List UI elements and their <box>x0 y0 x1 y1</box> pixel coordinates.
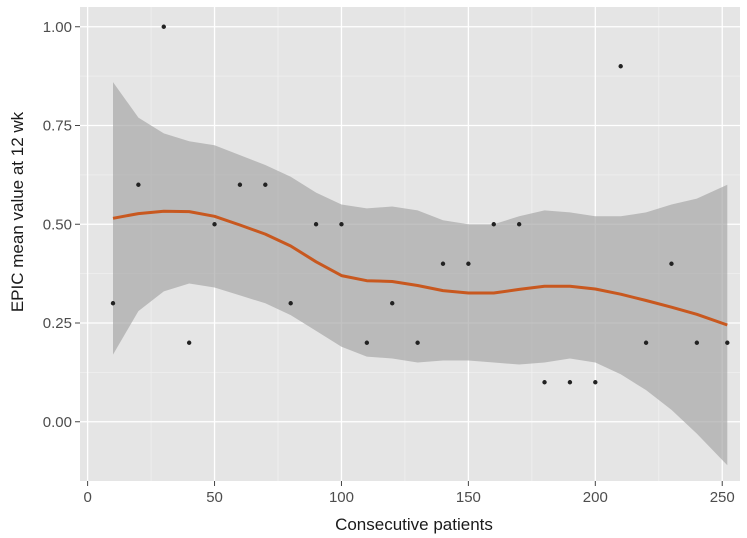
data-point <box>542 380 547 385</box>
data-point <box>567 380 573 385</box>
x-tick-label: 250 <box>710 489 735 506</box>
data-point <box>110 301 116 306</box>
x-axis-title: Consecutive patients <box>335 515 493 534</box>
data-point <box>288 301 293 306</box>
data-point <box>516 222 522 227</box>
smooth-trend-line <box>112 209 728 327</box>
y-axis-ticks: 0.00 0.25 0.50 0.75 1.00 <box>43 19 80 431</box>
x-tick-label: 50 <box>206 489 223 506</box>
data-point <box>491 222 496 227</box>
data-point <box>466 261 471 266</box>
y-tick-label: 0.50 <box>43 216 72 233</box>
y-tick-label: 0.00 <box>43 414 72 431</box>
y-tick-label: 1.00 <box>43 19 72 36</box>
data-point <box>618 64 623 69</box>
data-point <box>415 340 420 345</box>
data-point <box>263 182 268 187</box>
data-point <box>339 222 344 227</box>
x-tick-label: 200 <box>583 489 608 506</box>
y-axis-title: EPIC mean value at 12 wk <box>8 111 27 312</box>
data-point <box>694 340 700 345</box>
data-point <box>593 380 598 385</box>
data-point <box>725 340 730 345</box>
data-point <box>186 340 192 345</box>
data-point <box>161 24 166 29</box>
x-axis-ticks: 0 50 100 150 200 250 <box>83 481 735 506</box>
x-tick-label: 150 <box>456 489 481 506</box>
data-point <box>390 301 395 306</box>
data-point <box>313 222 319 227</box>
data-point <box>136 182 141 187</box>
data-points <box>110 24 730 385</box>
confidence-band <box>113 82 728 466</box>
x-tick-label: 0 <box>83 489 91 506</box>
x-tick-label: 100 <box>329 489 354 506</box>
data-point <box>364 340 370 345</box>
data-point <box>237 182 243 187</box>
y-tick-label: 0.25 <box>43 315 72 332</box>
data-point <box>643 340 649 345</box>
data-point <box>212 222 217 227</box>
y-tick-label: 0.75 <box>43 118 72 135</box>
data-point <box>669 261 674 266</box>
data-point <box>440 261 446 266</box>
